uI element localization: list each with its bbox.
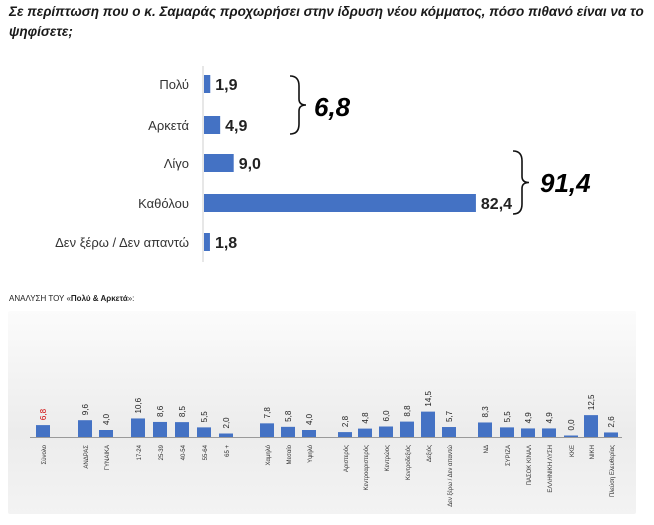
category-label: 25-39: [159, 444, 165, 460]
category-label: ΝΔ: [484, 445, 490, 453]
main-bar-chart: Πολύ 1,9 Αρκετά 4,9 Λίγο 9,0 Καθόλου 82,4 Δεν ξέ…: [55, 66, 591, 262]
bar: [542, 428, 556, 437]
category-label: Υψηλό: [307, 444, 314, 463]
bar: [99, 430, 113, 437]
bar: [153, 421, 167, 437]
bar: [500, 427, 514, 437]
category-label: Πολύ: [159, 77, 189, 92]
value-label: 2,8: [341, 415, 350, 427]
category-label: ΠΑΣΟΚ ΚΙΝΑΛ: [527, 445, 533, 485]
value-label: 82,4: [481, 196, 512, 213]
category-label: Λίγο: [164, 156, 189, 171]
bar: [302, 430, 316, 437]
category-label: 55-64: [203, 444, 209, 460]
bar: [204, 116, 221, 134]
category-label: Κεντροαριστερός: [363, 445, 370, 491]
category-label: Δεν ξέρω / Δεν απαντώ: [447, 445, 454, 507]
bar: [197, 427, 211, 437]
bar: [400, 421, 414, 437]
value-label: 4,9: [225, 118, 247, 135]
bar: [131, 418, 145, 437]
value-label: 14,5: [424, 391, 433, 407]
category-label: 17-24: [137, 444, 143, 460]
brace-positive: [289, 75, 307, 135]
breakdown-bar-chart: 6,8 Σύνολο 9,6 ΑΝΔΡΑΣ 4,0 ΓΥΝΑΙΚΑ 10,6 17-24 8,6…: [30, 391, 622, 507]
bar: [281, 426, 295, 437]
value-label: 8,6: [156, 405, 165, 417]
category-label: Καθόλου: [138, 196, 189, 211]
category-label: Χαμηλό: [265, 444, 272, 465]
category-label: Αριστερός: [343, 445, 350, 472]
category-label: Πλεύση Ελευθερίας: [610, 445, 616, 497]
category-label: 40-54: [181, 444, 187, 460]
value-label: 1,8: [215, 235, 237, 252]
category-label: ΚΚΕ: [570, 445, 576, 457]
category-label: Μεσαίο: [287, 444, 293, 464]
brace-negative: [512, 150, 530, 215]
bar: [521, 428, 535, 437]
value-label: 2,0: [222, 417, 231, 429]
chart-title: Σε περίπτωση που ο κ. Σαμαράς προχωρήσει…: [9, 4, 644, 39]
bar: [36, 425, 50, 437]
value-label: 6,8: [39, 408, 48, 420]
bar: [204, 233, 210, 251]
value-label: 0,0: [567, 419, 576, 431]
value-label: 4,9: [545, 412, 554, 424]
category-label: ΣΥΡΙΖΑ: [506, 445, 512, 466]
annotation-positive-total: 6,8: [314, 92, 351, 122]
value-label: 4,0: [102, 413, 111, 425]
value-label: 5,8: [284, 410, 293, 422]
category-label: Αρκετά: [148, 118, 189, 133]
value-label: 8,8: [403, 405, 412, 417]
value-label: 6,0: [382, 410, 391, 422]
category-label: ΕΛΛΗΝΙΚΗ ΛΥΣΗ: [548, 445, 554, 493]
bar: [442, 427, 456, 437]
category-label: Δεν ξέρω / Δεν απαντώ: [55, 235, 189, 250]
value-label: 12,5: [587, 394, 596, 410]
bar: [175, 422, 189, 437]
bar: [204, 154, 234, 172]
bar: [358, 428, 372, 437]
value-label: 10,6: [134, 397, 143, 413]
category-label: Σύνολο: [42, 444, 48, 464]
value-label: 8,3: [481, 406, 490, 418]
category-label: Δεξιός: [426, 445, 433, 462]
value-label: 4,0: [305, 413, 314, 425]
bar: [564, 435, 578, 437]
bar: [584, 415, 598, 437]
value-label: 5,5: [503, 411, 512, 423]
breakdown-panel: 6,8 Σύνολο 9,6 ΑΝΔΡΑΣ 4,0 ΓΥΝΑΙΚΑ 10,6 17-24 8,6…: [8, 311, 636, 514]
bar: [260, 423, 274, 437]
bar: [219, 433, 233, 437]
bar: [379, 426, 393, 437]
bar: [204, 194, 476, 212]
bar: [204, 75, 211, 93]
annotation-negative-total: 91,4: [540, 168, 591, 198]
subtitle-prefix: ΑΝΑΛΥΣΗ ΤΟΥ «: [9, 294, 71, 303]
category-label: Κεντρώος: [385, 445, 391, 471]
category-label: ΝΙΚΗ: [590, 445, 596, 459]
category-label: 65 +: [225, 445, 231, 457]
value-label: 5,5: [200, 411, 209, 423]
value-label: 4,9: [524, 412, 533, 424]
subtitle-bold: Πολύ & Αρκετά: [70, 294, 128, 303]
value-label: 7,8: [263, 407, 272, 419]
value-label: 1,9: [215, 77, 237, 94]
value-label: 4,8: [361, 412, 370, 424]
value-label: 9,6: [81, 404, 90, 416]
category-label: ΓΥΝΑΙΚΑ: [105, 445, 111, 470]
bar: [78, 420, 92, 437]
value-label: 5,7: [445, 410, 454, 422]
value-label: 8,5: [178, 405, 187, 417]
bar: [604, 432, 618, 437]
category-label: ΑΝΔΡΑΣ: [84, 445, 90, 469]
category-label: Κεντροδεξιός: [405, 445, 412, 480]
value-label: 2,6: [607, 416, 616, 428]
value-label: 9,0: [239, 156, 261, 173]
breakdown-subtitle: ΑΝΑΛΥΣΗ ΤΟΥ «Πολύ & Αρκετά»:: [9, 294, 134, 303]
bar: [421, 411, 435, 437]
bar: [338, 432, 352, 437]
bar: [478, 422, 492, 437]
subtitle-suffix: »:: [127, 294, 135, 303]
